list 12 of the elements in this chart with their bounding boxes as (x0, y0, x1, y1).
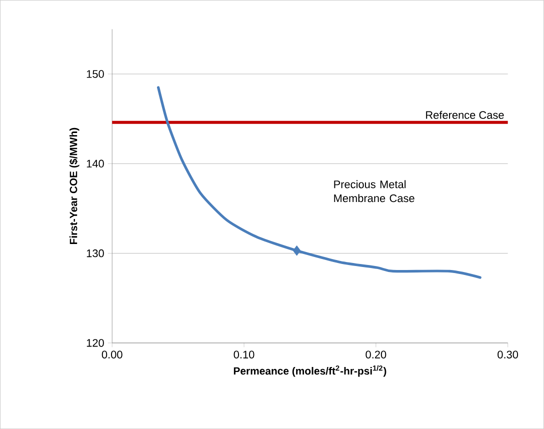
y-tick-label: 120 (86, 339, 104, 347)
y-tick-label: 140 (86, 160, 104, 168)
y-axis-title: First-Year COE ($/MWh) (69, 128, 80, 244)
x-tick-label: 0.00 (102, 350, 122, 358)
ref-line-label: Reference Case (426, 110, 504, 119)
x-tick-label: 0.30 (498, 350, 518, 358)
x-axis-title: Permeance (moles/ft$^{2}$-hr-psi$^{1/2}$) (234, 365, 386, 377)
y-tick-label: 130 (86, 249, 104, 258)
annotation: Precious Metal Membrane Case (334, 180, 414, 202)
x-tick-label: 0.20 (366, 350, 386, 358)
y-tick-label: 150 (86, 70, 104, 78)
x-tick-label: 0.10 (234, 350, 254, 358)
